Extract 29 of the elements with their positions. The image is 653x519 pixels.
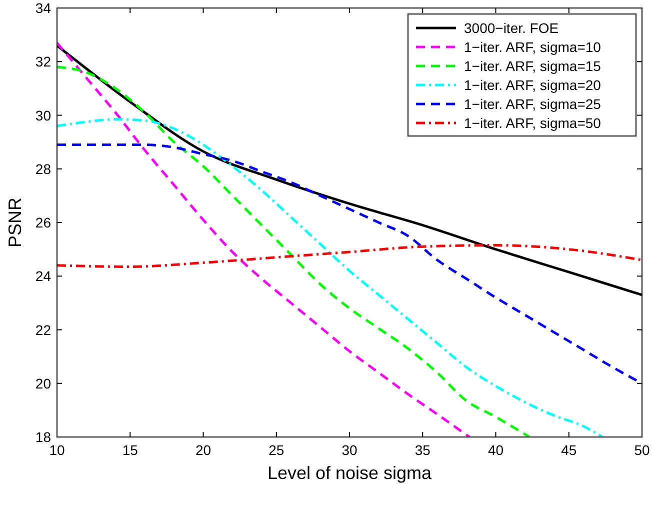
y-axis-title: PSNR	[5, 197, 25, 248]
legend-label: 1−iter. ARF, sigma=10	[464, 39, 602, 55]
x-axis-title: Level of noise sigma	[267, 463, 433, 483]
y-tick-label: 20	[35, 375, 52, 392]
y-tick-label: 32	[35, 54, 52, 70]
x-tick-label: 30	[342, 442, 358, 458]
x-tick-label: 45	[561, 442, 577, 458]
y-tick-label: 24	[35, 268, 52, 284]
x-tick-label: 50	[634, 442, 650, 458]
x-tick-label: 15	[122, 442, 138, 458]
line-series	[57, 143, 642, 385]
x-tick-label: 10	[49, 442, 65, 458]
legend-label: 1−iter. ARF, sigma=15	[464, 58, 602, 74]
y-tick-label: 30	[35, 107, 52, 124]
y-tick-label: 26	[35, 214, 52, 230]
line-series	[57, 244, 642, 268]
line-series	[57, 118, 604, 437]
legend-label: 3000−iter. FOE	[464, 20, 559, 36]
legend-label: 1−iter. ARF, sigma=25	[464, 96, 602, 112]
y-tick-label: 22	[35, 322, 52, 338]
x-tick-label: 20	[195, 442, 212, 458]
x-tick-label: 40	[488, 442, 504, 458]
y-tick-label: 18	[35, 429, 52, 445]
legend-label: 1−iter. ARF, sigma=50	[464, 115, 602, 131]
legend-label: 1−iter. ARF, sigma=20	[464, 77, 602, 93]
x-tick-label: 35	[414, 442, 431, 458]
y-tick-label: 28	[35, 160, 52, 177]
x-tick-label: 25	[268, 442, 284, 458]
y-tick-label: 34	[35, 0, 52, 16]
